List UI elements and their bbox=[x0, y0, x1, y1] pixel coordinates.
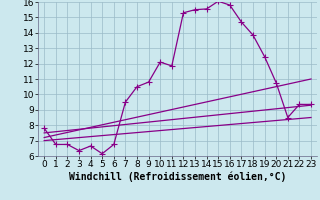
X-axis label: Windchill (Refroidissement éolien,°C): Windchill (Refroidissement éolien,°C) bbox=[69, 172, 286, 182]
